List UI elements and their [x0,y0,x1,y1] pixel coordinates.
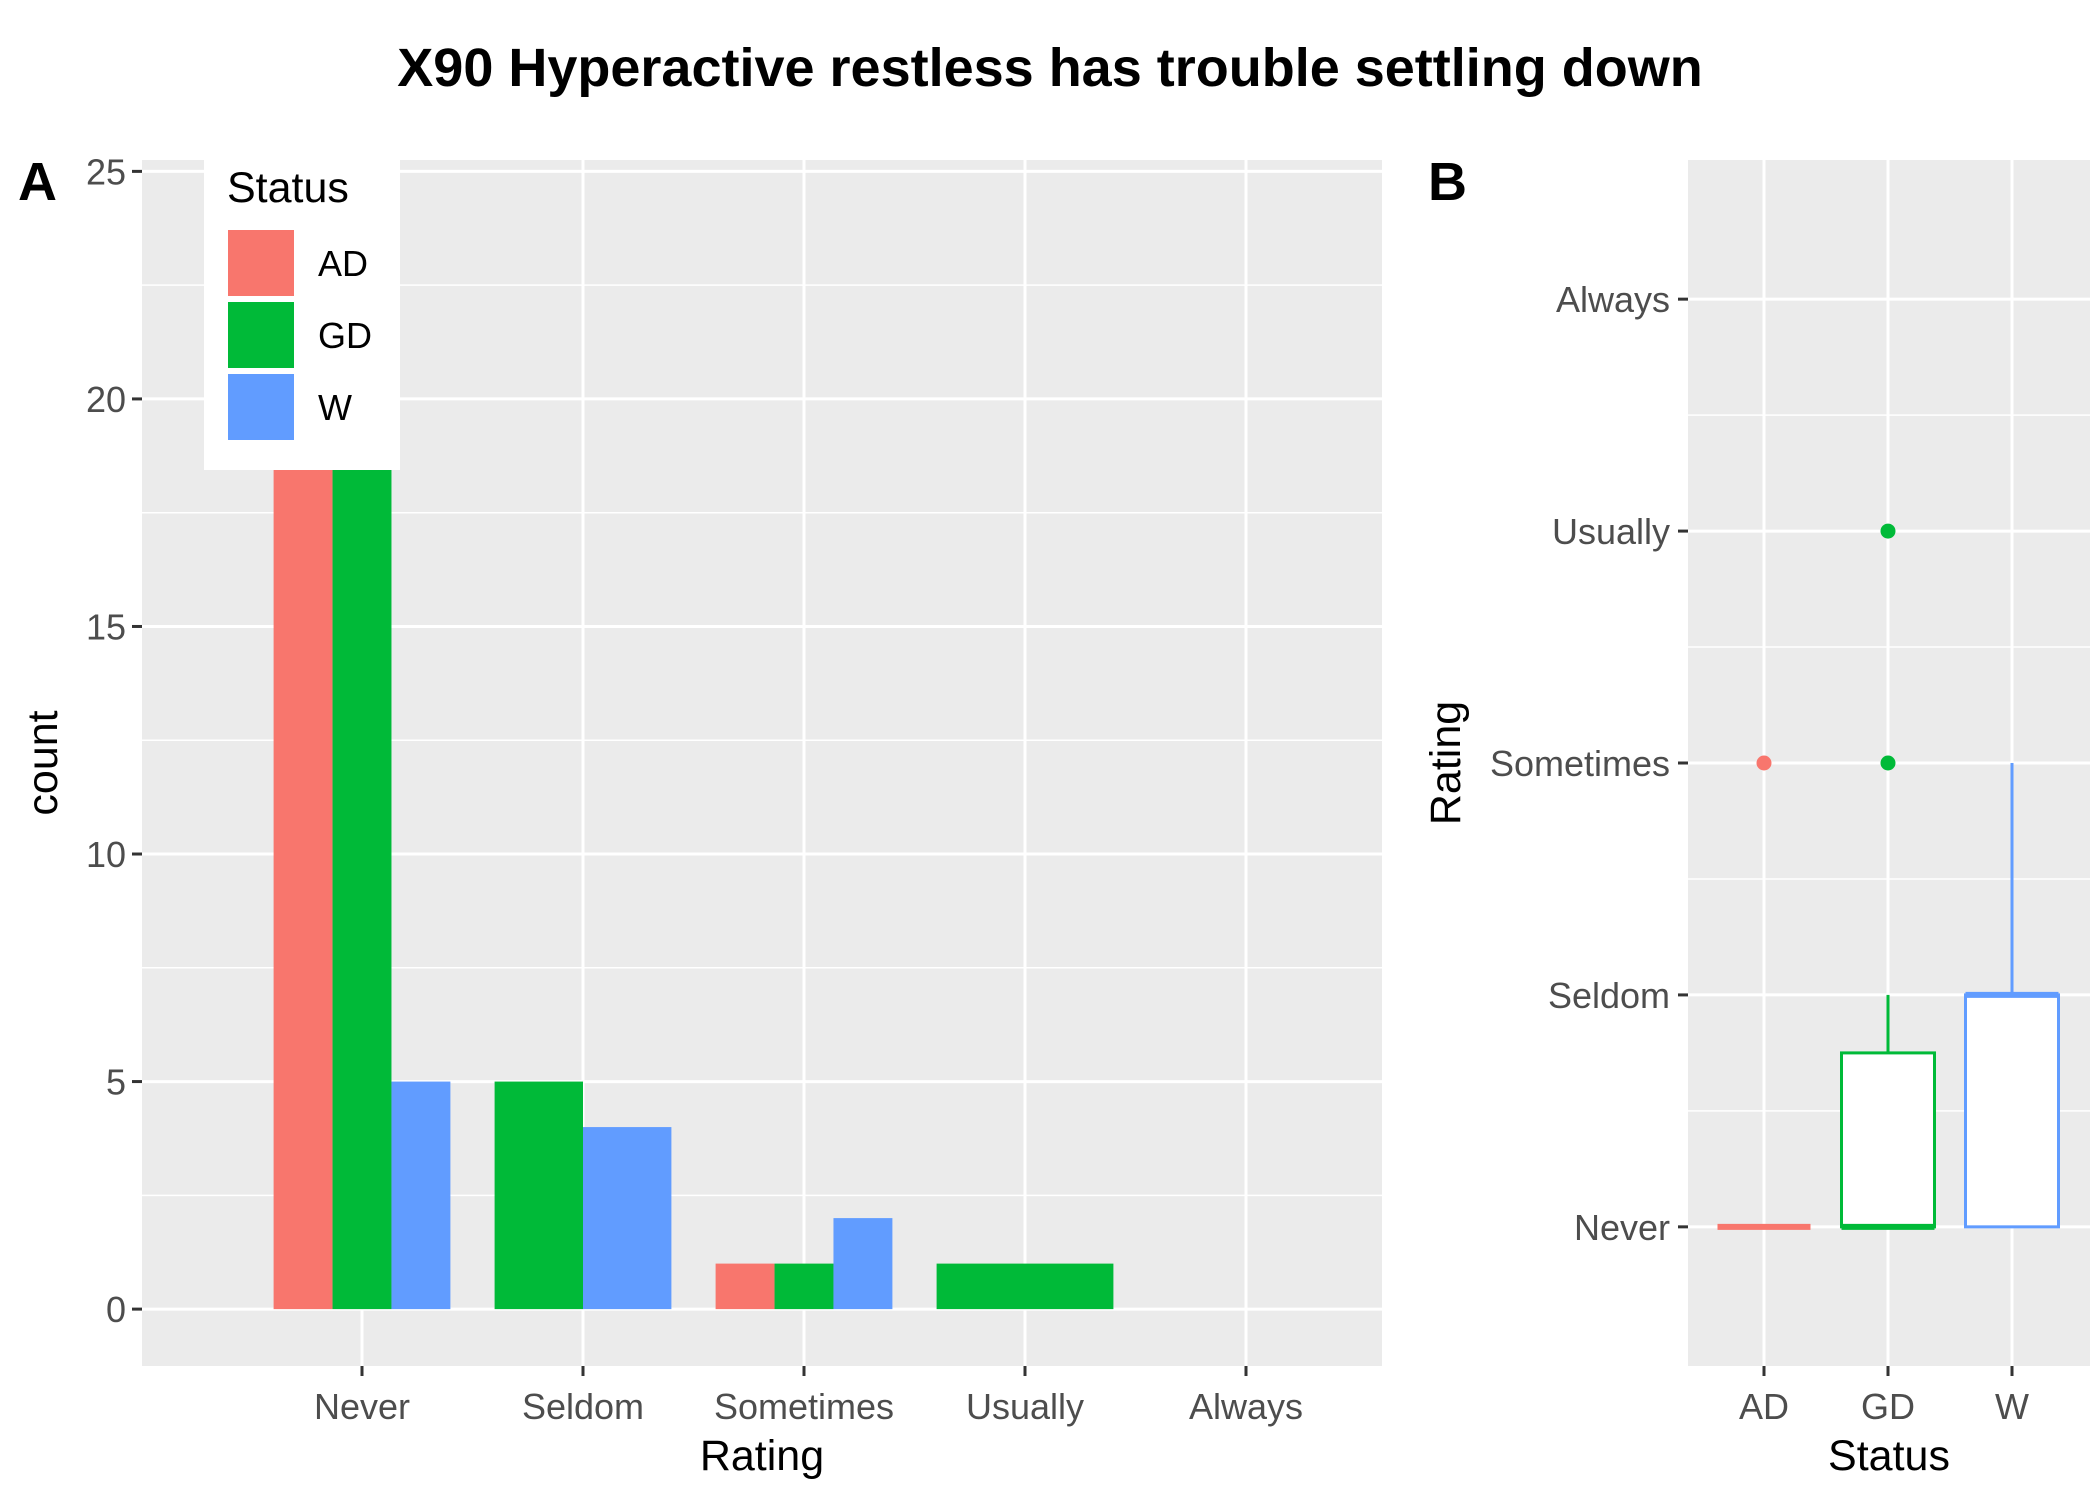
y-tick-label: 20 [86,379,126,420]
x-tick-label: Seldom [522,1386,644,1427]
box-gd [1840,523,1936,1230]
x-tick-label: Usually [966,1386,1084,1427]
legend-key-gd [228,302,294,368]
x-tick-label: Always [1189,1386,1303,1427]
bar-never-w [391,1081,451,1310]
legend-items: AD GD W [228,230,372,440]
panel-a-y-axis-title: count [19,710,67,815]
status-tick-label: W [1995,1386,2029,1427]
box-body [1964,993,2060,1229]
rating-tick-label: Seldom [1548,975,1670,1016]
bar-chart-panel: 0 5 10 15 20 25 Never Seldom Sometimes Usually Al… [19,151,1382,1480]
y-tick-label: 0 [106,1289,126,1330]
box-ad [1717,755,1811,1230]
panel-b-tag: B [1428,152,1467,212]
box-outlier-point [1756,755,1772,771]
chart-title: X90 Hyperactive restless has trouble set… [397,38,1702,98]
legend-title: Status [227,164,349,212]
rating-tick-label: Always [1556,279,1670,320]
panel-a-bars [273,444,1114,1310]
panel-b-boxes [1717,523,2060,1230]
bar-sometimes-gd [774,1263,834,1310]
bar-usually-gd [936,1263,1114,1310]
status-tick-label: GD [1861,1386,1915,1427]
panel-b-y-axis-title: Rating [1422,701,1470,825]
status-tick-label: AD [1739,1386,1789,1427]
bar-never-ad [273,444,333,1310]
y-tick-label: 15 [86,606,126,647]
legend-key-ad [228,230,294,296]
bar-sometimes-w [833,1218,893,1310]
legend-label-ad: AD [318,243,368,284]
box-outlier-point [1880,523,1896,539]
panel-a-x-axis: Never Seldom Sometimes Usually Always [314,1366,1303,1427]
rating-tick-label: Usually [1552,511,1670,552]
panel-b-y-axis: Never Seldom Sometimes Usually Always [1490,279,1688,1248]
box-w [1964,763,2060,1229]
y-tick-label: 10 [86,834,126,875]
bar-sometimes-ad [715,1263,775,1310]
box-body [1840,1051,1936,1229]
panel-a-y-axis: 0 5 10 15 20 25 [86,151,142,1330]
panel-a-tag: A [18,152,57,212]
panel-b-x-axis: AD GD W [1739,1366,2029,1427]
panel-b-x-axis-title: Status [1828,1432,1950,1480]
x-tick-label: Never [314,1386,410,1427]
bar-never-gd [332,444,392,1310]
box-outlier-point [1880,755,1896,771]
legend: Status AD GD W [204,160,400,470]
legend-key-w [228,374,294,440]
panel-a-x-axis-title: Rating [700,1432,824,1480]
y-tick-label: 25 [86,151,126,192]
bar-seldom-gd [494,1081,583,1310]
legend-label-w: W [318,387,352,428]
bar-seldom-w [583,1127,672,1310]
rating-tick-label: Never [1574,1207,1670,1248]
y-tick-label: 5 [106,1062,126,1103]
x-tick-label: Sometimes [714,1386,894,1427]
rating-tick-label: Sometimes [1490,743,1670,784]
legend-label-gd: GD [318,315,372,356]
